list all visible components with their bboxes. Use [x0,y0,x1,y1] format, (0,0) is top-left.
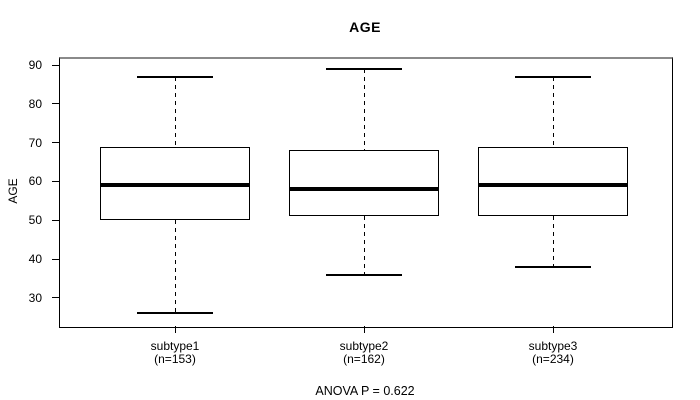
chart-title: AGE [349,19,381,35]
y-axis-tick [52,142,59,144]
iqr-box [289,150,439,217]
y-tick-label: 90 [28,58,42,73]
x-axis-tick [364,326,365,333]
y-axis-tick [52,64,59,66]
y-axis-tick [52,103,59,105]
lower-whisker [553,216,554,267]
x-category-count: (n=153) [154,352,196,366]
upper-whisker-cap [515,75,591,78]
y-tick-label: 40 [28,252,42,267]
upper-whisker [553,76,554,147]
median-line [478,183,628,188]
y-tick-label: 60 [28,174,42,189]
y-tick-label: 30 [28,290,42,305]
y-axis-tick [52,258,59,260]
x-category-count: (n=162) [343,352,385,366]
lower-whisker [175,220,176,314]
x-category-name: subtype1 [150,339,200,353]
median-line [100,183,250,188]
x-category-label: subtype3 (n=234) [493,340,613,366]
lower-whisker-cap [515,265,591,268]
x-category-name: subtype3 [528,339,578,353]
y-axis-tick [52,297,59,299]
x-category-name: subtype2 [339,339,389,353]
y-axis-tick [52,180,59,182]
x-category-label: subtype2 (n=162) [304,340,424,366]
y-tick-label: 80 [28,96,42,111]
lower-whisker-cap [137,312,213,315]
y-tick-label: 50 [28,213,42,228]
upper-whisker [175,76,176,147]
y-axis-tick [52,219,59,221]
lower-whisker [364,216,365,275]
x-category-label: subtype1 (n=153) [115,340,235,366]
lower-whisker-cap [326,273,402,276]
y-tick-label: 70 [28,135,42,150]
upper-whisker-cap [326,68,402,71]
anova-annotation: ANOVA P = 0.622 [315,384,415,398]
x-category-count: (n=234) [532,352,574,366]
upper-whisker [364,69,365,151]
x-axis-tick [175,326,176,333]
upper-whisker-cap [137,75,213,78]
x-axis-tick [553,326,554,333]
median-line [289,187,439,192]
iqr-box [478,146,628,217]
